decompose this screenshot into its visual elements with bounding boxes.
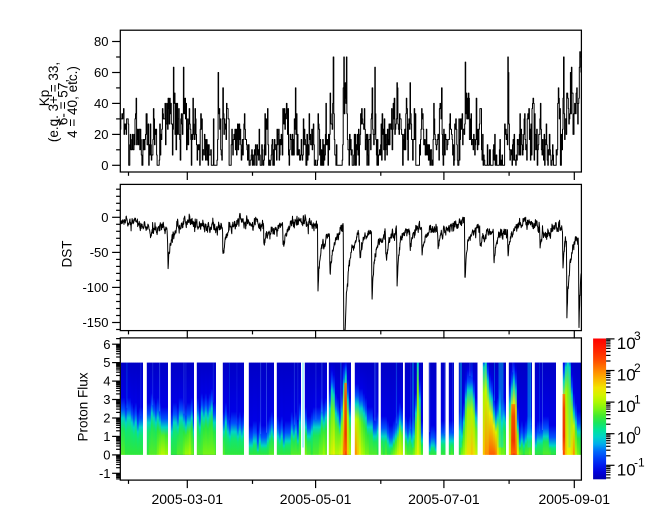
svg-text:10: 10 <box>617 366 636 385</box>
svg-text:-1: -1 <box>99 466 111 481</box>
svg-text:3: 3 <box>634 329 641 343</box>
svg-text:0: 0 <box>101 210 108 225</box>
svg-text:-100: -100 <box>82 280 108 295</box>
svg-text:1: 1 <box>634 392 641 406</box>
svg-text:0: 0 <box>634 424 641 438</box>
svg-text:4 = 40, etc.): 4 = 40, etc.) <box>65 66 80 138</box>
svg-text:6: 6 <box>103 337 110 352</box>
svg-text:-1: -1 <box>634 456 645 470</box>
svg-text:2005-03-01: 2005-03-01 <box>151 491 223 507</box>
svg-text:10: 10 <box>617 397 636 416</box>
svg-text:2005-09-01: 2005-09-01 <box>538 491 610 507</box>
svg-text:0: 0 <box>103 448 110 463</box>
svg-text:Kp: Kp <box>37 90 52 107</box>
svg-text:-150: -150 <box>82 315 108 330</box>
svg-text:10: 10 <box>617 460 636 479</box>
svg-text:DST: DST <box>59 241 74 268</box>
svg-text:60: 60 <box>94 65 108 80</box>
svg-text:80: 80 <box>94 34 108 49</box>
svg-text:4: 4 <box>103 374 110 389</box>
svg-text:-50: -50 <box>90 245 109 260</box>
svg-text:10: 10 <box>617 429 636 448</box>
svg-text:10: 10 <box>617 334 636 353</box>
svg-text:1: 1 <box>103 429 110 444</box>
svg-text:6- = 57,: 6- = 57, <box>56 79 71 125</box>
svg-text:2: 2 <box>634 361 641 375</box>
svg-text:3: 3 <box>103 392 110 407</box>
svg-text:0: 0 <box>101 158 108 173</box>
svg-text:(e.g. 3+ = 33,: (e.g. 3+ = 33, <box>46 62 61 142</box>
svg-text:2: 2 <box>103 411 110 426</box>
svg-text:2005-05-01: 2005-05-01 <box>280 491 352 507</box>
svg-text:2005-07-01: 2005-07-01 <box>408 491 480 507</box>
svg-text:Proton Flux: Proton Flux <box>75 372 90 441</box>
svg-text:5: 5 <box>103 355 110 370</box>
svg-text:40: 40 <box>94 96 108 111</box>
svg-text:20: 20 <box>94 127 108 142</box>
